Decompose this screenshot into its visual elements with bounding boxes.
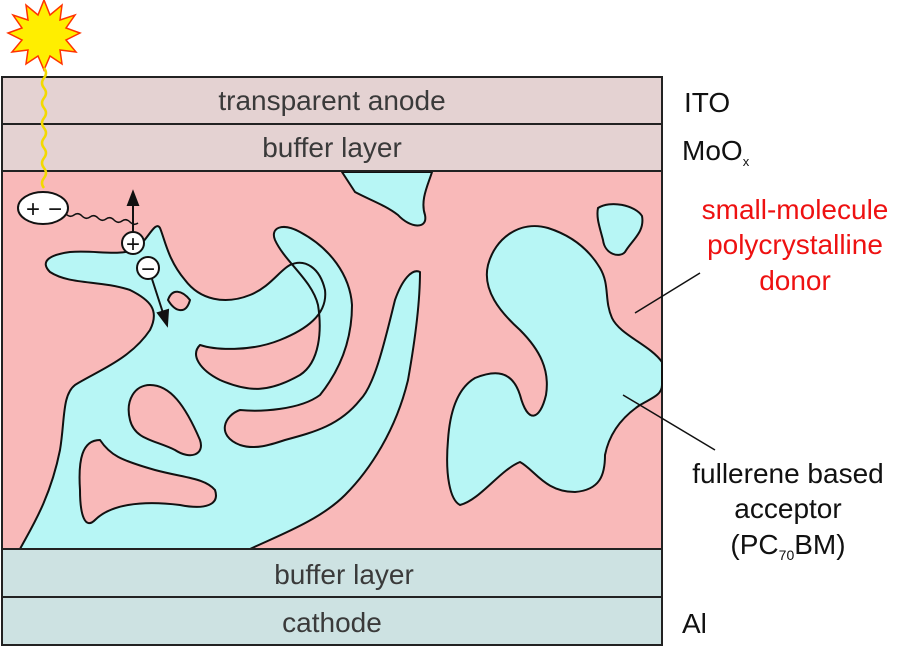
- sun-burst-icon: [6, 0, 82, 72]
- exciton: + −: [17, 191, 69, 225]
- acceptor-domain-top-notch: [341, 171, 433, 227]
- acceptor-pointer-line: [622, 394, 716, 451]
- acceptor-domains: [19, 171, 663, 550]
- acceptor-arm-lower: [78, 439, 217, 525]
- moox-subscript: x: [743, 154, 750, 169]
- acceptor-domain-right: [446, 225, 663, 506]
- acceptor-label-line3: (PC70BM): [730, 529, 845, 563]
- donor-pointer-line: [634, 272, 701, 314]
- exciton-minus: −: [48, 196, 62, 223]
- wavy-light-ray: [40, 67, 48, 189]
- exciton-diffusion-path: [65, 212, 139, 226]
- buffer-layer-bottom: [1, 548, 663, 598]
- buffer-layer-top-label: buffer layer: [262, 132, 402, 163]
- exciton-plus: +: [26, 196, 40, 223]
- ito-label: ITO: [684, 87, 730, 118]
- electron-arrowhead: [156, 308, 170, 328]
- electron-charge: −: [136, 256, 160, 283]
- pcbm-open: (PC: [730, 529, 778, 560]
- cathode-label: cathode: [282, 607, 382, 638]
- buffer-layer-top: [1, 123, 663, 172]
- al-label: Al: [682, 608, 707, 639]
- buffer-layer-bottom-label: buffer layer: [274, 559, 414, 590]
- donor-label-line2: polycrystalline: [707, 229, 883, 260]
- donor-label-line3: donor: [759, 265, 831, 296]
- hole-arrowhead: [126, 189, 140, 206]
- acceptor-label-line1: fullerene based: [692, 458, 883, 489]
- hole-symbol: +: [126, 231, 140, 258]
- transparent-anode-label: transparent anode: [218, 85, 445, 116]
- electron-arrow-down: [151, 278, 165, 317]
- transparent-anode-layer: [1, 76, 663, 125]
- pcbm-subscript: 70: [779, 547, 795, 563]
- moox-base: MoO: [682, 135, 743, 166]
- hole-charge: +: [121, 231, 145, 258]
- acceptor-island-small: [596, 203, 644, 256]
- acceptor-hole-center: [127, 384, 202, 457]
- moox-label: MoOx: [682, 135, 750, 169]
- donor-label-line1: small-molecule: [702, 194, 889, 225]
- charge-arrows: [126, 189, 170, 328]
- cathode-layer: [1, 596, 663, 646]
- pcbm-close: BM): [794, 529, 845, 560]
- acceptor-label-line2: acceptor: [734, 493, 841, 524]
- electron-symbol: −: [141, 256, 155, 283]
